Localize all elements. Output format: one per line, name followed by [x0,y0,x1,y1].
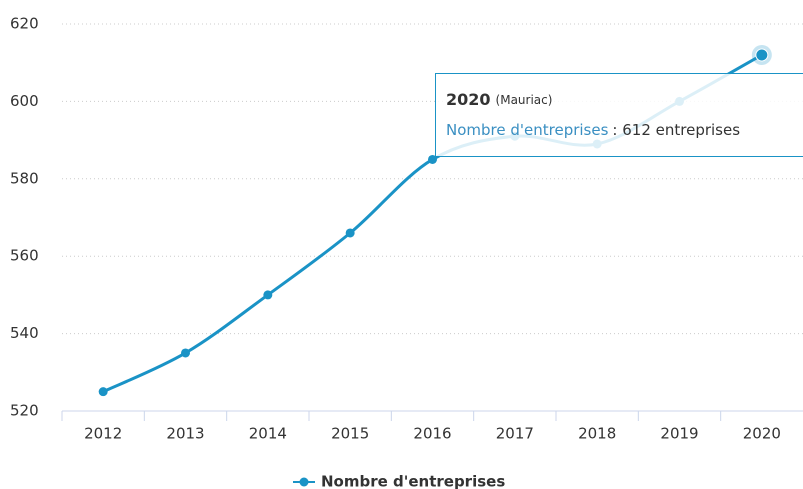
point [345,228,355,238]
legend-marker [299,477,309,487]
x-tick-label: 2015 [331,425,369,443]
tooltip-box [435,73,803,157]
x-tick-label: 2014 [249,425,287,443]
point [181,348,190,358]
tooltip-title: 2020 (Mauriac) [446,90,552,109]
x-tick-label: 2012 [84,425,122,443]
x-tick-label: 2020 [743,425,781,443]
x-tick-label: 2017 [496,425,534,443]
tooltip: 2020 (Mauriac) Nombre d'entreprises: 612 e… [435,73,803,157]
y-tick-label: 600 [10,92,39,110]
tooltip-year: 2020 [446,90,491,109]
x-tick-label: 2019 [660,425,698,443]
tooltip-place: (Mauriac) [496,93,553,107]
y-tick-label: 520 [10,402,39,420]
y-tick-label: 580 [10,169,39,187]
y-tick-label: 540 [10,324,39,342]
point [755,48,769,62]
x-tick-label: 2018 [578,425,616,443]
y-tick-label: 560 [10,247,39,265]
tooltip-value: Nombre d'entreprises: 612 entreprises [446,121,740,139]
tooltip-series: Nombre d'entreprises [446,121,609,139]
tooltip-value-text: : 612 entreprises [612,121,740,139]
x-tick-label: 2013 [166,425,204,443]
x-tick-label: 2016 [413,425,451,443]
y-tick-label: 620 [10,15,39,33]
point [263,290,273,300]
legend-label: Nombre d'entreprises [321,473,505,489]
point [98,387,108,397]
point [428,154,437,164]
